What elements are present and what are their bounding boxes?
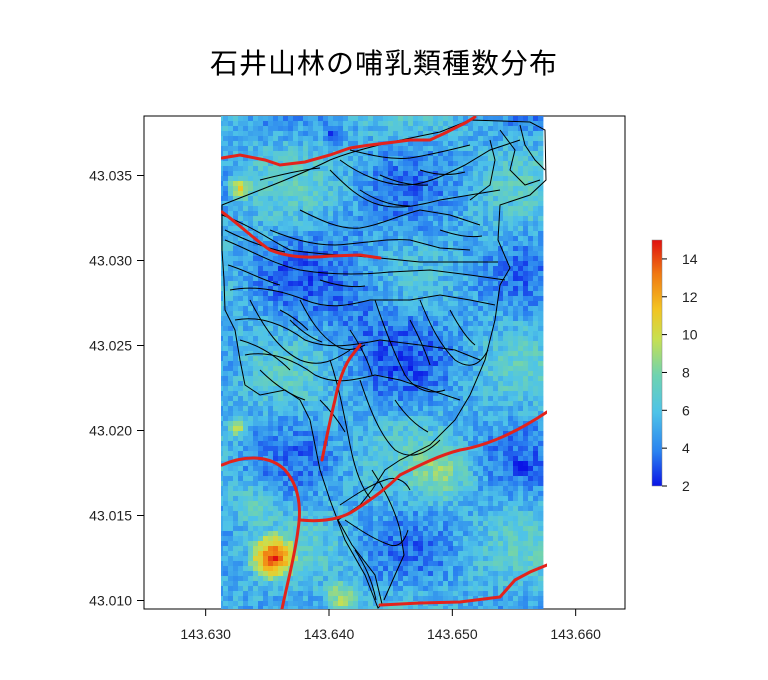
colorbar-tick-label: 14 xyxy=(682,251,698,267)
species-richness-raster xyxy=(221,116,544,609)
road-lines xyxy=(221,116,547,609)
colorbar-tick-label: 6 xyxy=(682,402,690,418)
y-tick-label: 43.030 xyxy=(89,253,132,269)
x-axis: 143.630 143.640 143.650 143.660 xyxy=(180,609,601,642)
x-tick-label: 143.650 xyxy=(427,626,478,642)
colorbar-tick-label: 12 xyxy=(682,289,698,305)
colorbar-tick-label: 8 xyxy=(682,364,690,380)
x-tick-label: 143.660 xyxy=(550,626,601,642)
map-title: 石井山林の哺乳類種数分布 xyxy=(209,47,558,80)
y-tick-label: 43.010 xyxy=(89,593,132,609)
colorbar xyxy=(651,239,663,487)
y-tick-label: 43.035 xyxy=(89,168,132,184)
colorbar-tick-label: 2 xyxy=(682,478,690,494)
colorbar-tick-label: 4 xyxy=(682,440,690,456)
y-tick-label: 43.025 xyxy=(89,338,132,354)
y-axis: 43.010 43.015 43.020 43.025 43.030 43.035 xyxy=(89,168,144,609)
x-tick-label: 143.630 xyxy=(180,626,231,642)
x-tick-label: 143.640 xyxy=(304,626,355,642)
y-tick-label: 43.015 xyxy=(89,508,132,524)
colorbar-ticks: 2 4 6 8 10 12 14 xyxy=(662,251,698,494)
y-tick-label: 43.020 xyxy=(89,423,132,439)
colorbar-tick-label: 10 xyxy=(682,327,698,343)
